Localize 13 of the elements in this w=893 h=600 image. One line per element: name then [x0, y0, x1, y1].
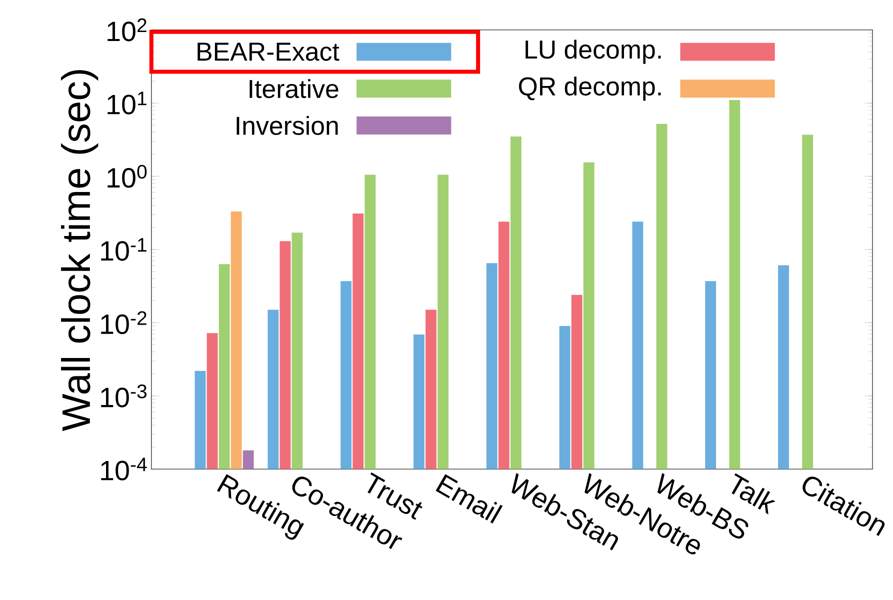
legend-label: LU decomp.	[526, 40, 661, 64]
legend-label: QR decomp.	[519, 76, 661, 101]
legend-label: Iterative	[250, 79, 338, 98]
y-tick-label: 10$^{1}$	[108, 92, 146, 115]
y-axis-title: Wall clock time (sec)	[61, 70, 98, 432]
legend-label: Inversion	[236, 116, 338, 136]
y-tick-label: 10$^{-3}$	[101, 384, 147, 408]
legend-label: BEAR-Exact	[198, 42, 340, 62]
y-tick-label: 10$^{2}$	[108, 18, 146, 42]
y-tick-label: 10$^{-1}$	[101, 238, 146, 262]
y-tick-label: 10$^{0}$	[108, 165, 147, 188]
y-tick-label: 10$^{-4}$	[101, 458, 147, 481]
y-tick-label: 10$^{-2}$	[101, 311, 146, 334]
